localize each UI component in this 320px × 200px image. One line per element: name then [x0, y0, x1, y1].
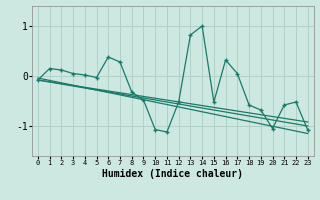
X-axis label: Humidex (Indice chaleur): Humidex (Indice chaleur) [102, 169, 243, 179]
